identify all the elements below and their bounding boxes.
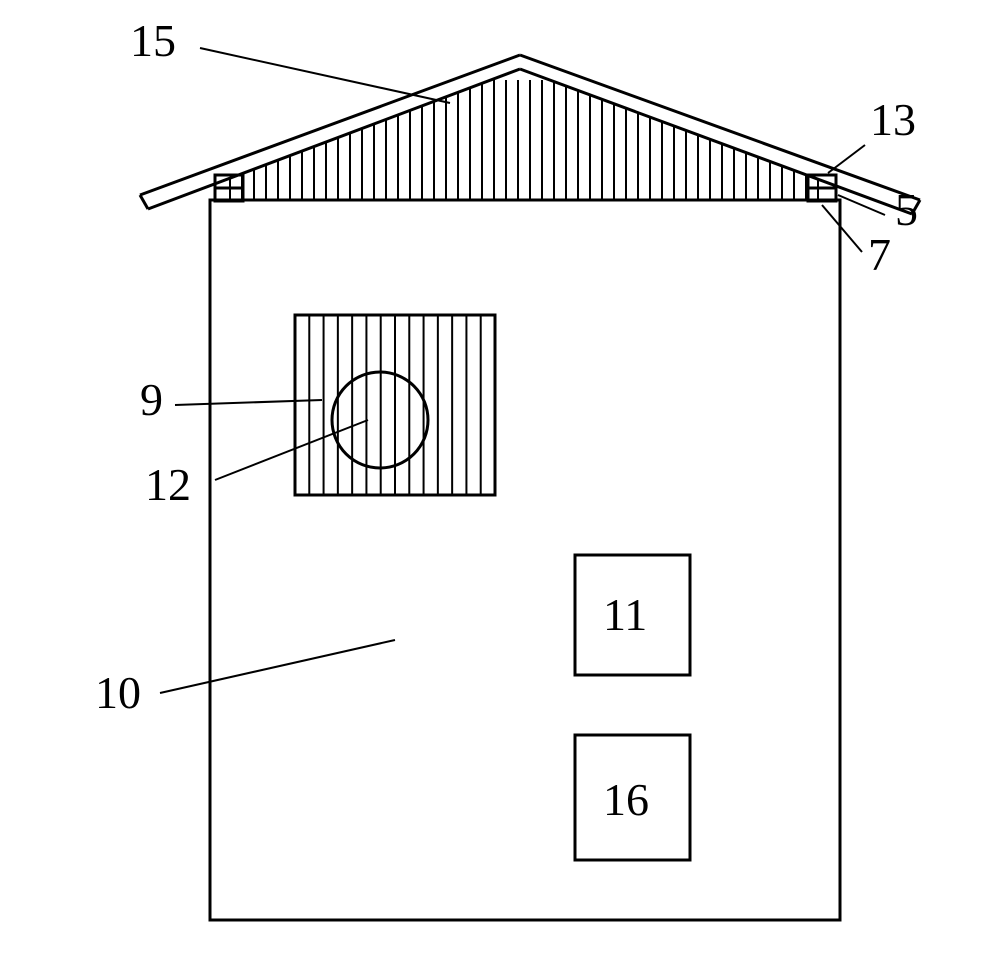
leader-L13 [828,145,865,173]
label-L12: 12 [145,459,191,510]
leader-L15 [200,48,450,103]
roof-supports [215,175,836,201]
leader-L12 [215,420,368,480]
label-L11: 11 [603,589,647,640]
label-L13: 13 [870,94,916,145]
leader-L9 [175,400,322,405]
label-L9: 9 [140,374,163,425]
leader-L7 [822,205,862,252]
leader-L10 [160,640,395,693]
label-L16: 16 [603,774,649,825]
label-L15: 15 [130,15,176,66]
gable-grill [230,80,818,200]
house-body [210,200,840,920]
diagram-svg: 15 13 57 9 12 10 11 16 [0,0,1000,956]
label-L5: 5 [895,184,918,235]
label-L10: 10 [95,667,141,718]
wall-vent [295,315,495,495]
leader-L5 [838,195,885,215]
label-L7: 7 [868,229,891,280]
